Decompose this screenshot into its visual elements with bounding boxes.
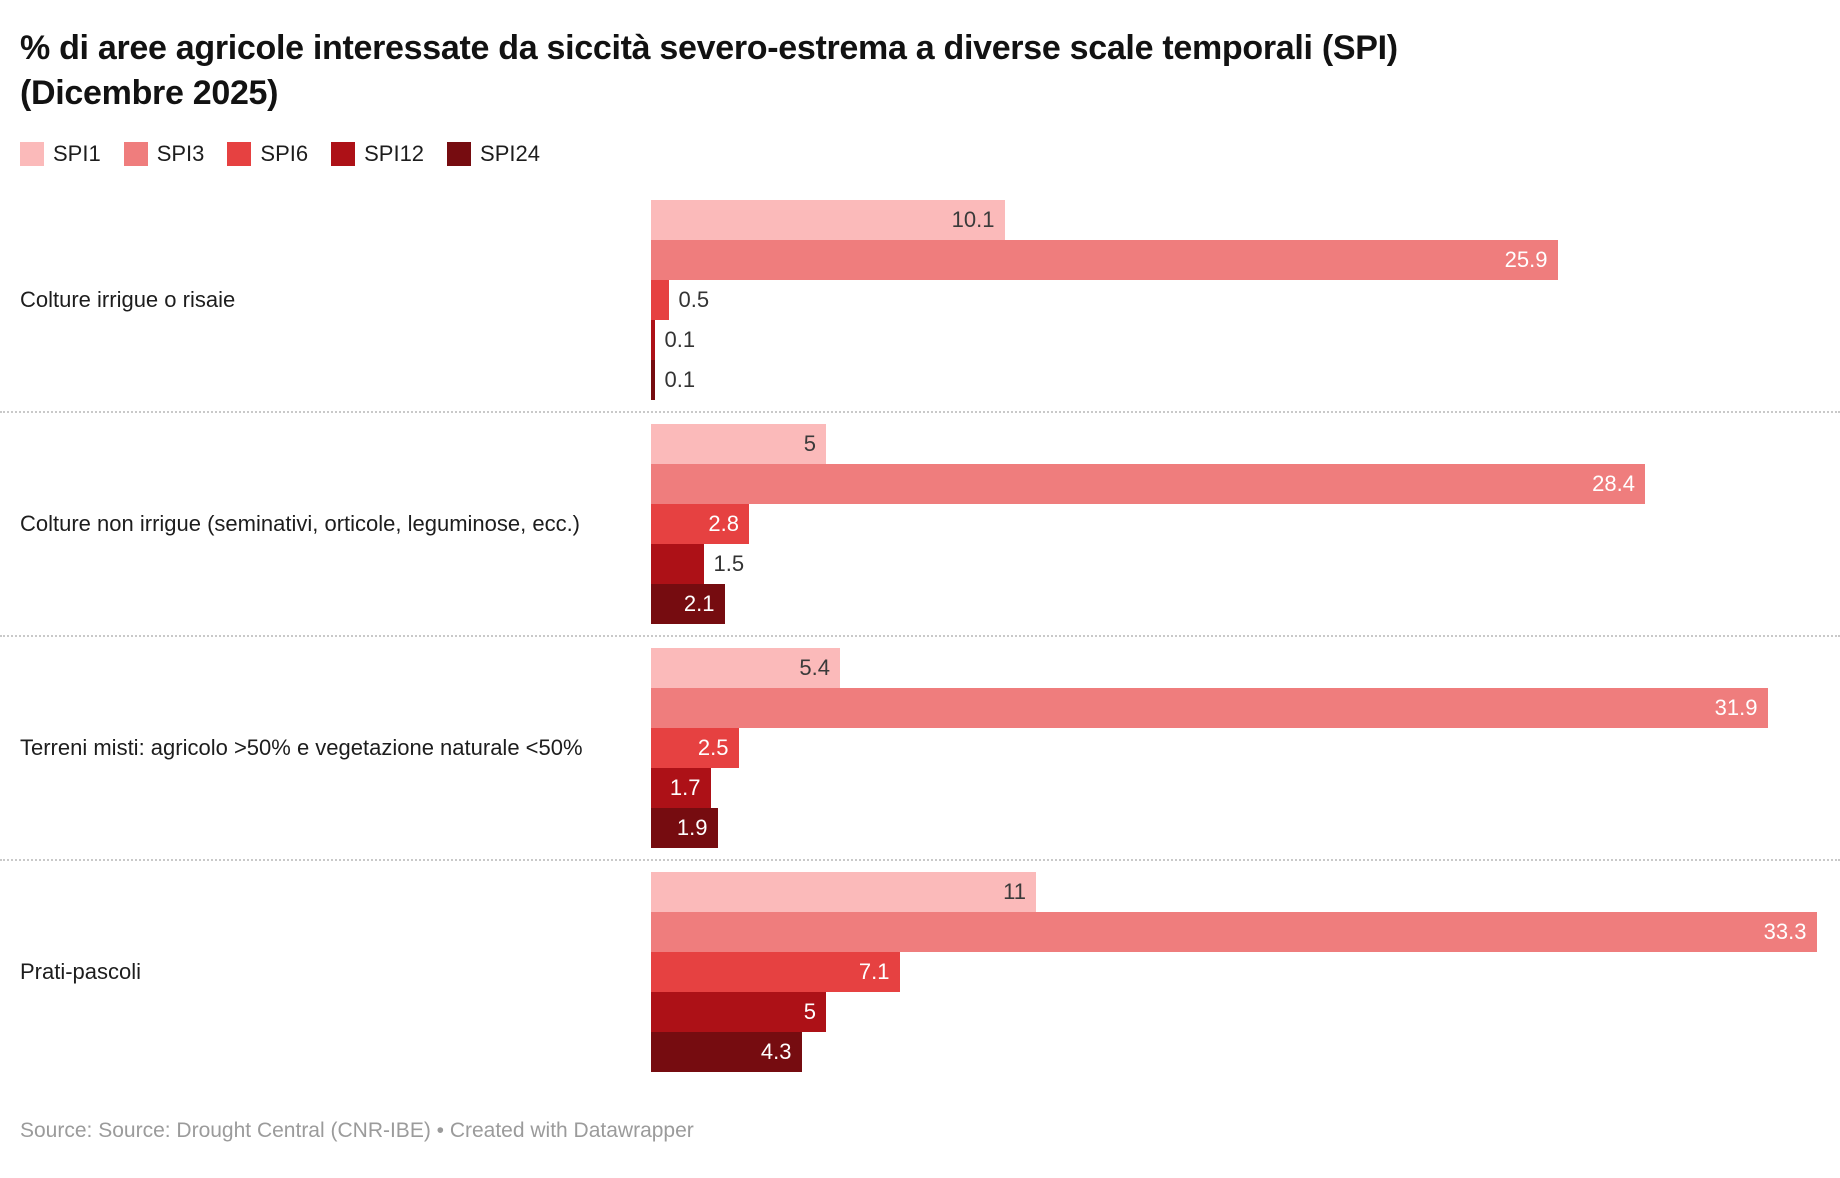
bar-spi24: 4.3 xyxy=(651,1032,802,1073)
bar-value-label: 0.5 xyxy=(678,287,710,313)
bar-spi12: 1.7 xyxy=(651,768,711,809)
bar-row: 1.7 xyxy=(651,768,1840,809)
bar-value-label: 11 xyxy=(1003,879,1026,905)
chart-title: % di aree agricole interessate da siccit… xyxy=(20,26,1820,116)
legend-item-spi3: SPI3 xyxy=(123,141,205,167)
bar-spi24: 2.1 xyxy=(651,584,725,625)
bar-row: 11 xyxy=(651,872,1840,913)
legend-label: SPI6 xyxy=(260,141,309,167)
bar-row: 5 xyxy=(651,992,1840,1033)
bar-value-label: 1.7 xyxy=(669,775,701,801)
bar-spi6: 7.1 xyxy=(651,952,900,993)
legend-swatch-spi1 xyxy=(20,142,44,167)
bar-spi1: 5.4 xyxy=(651,648,840,689)
legend-label: SPI24 xyxy=(480,141,540,167)
category-label: Prati-pascoli xyxy=(20,959,142,985)
bar-spi6: 2.5 xyxy=(651,728,739,769)
bar-spi24 xyxy=(651,360,655,401)
category-bars: 5 28.4 2.8 1.5 2.1 xyxy=(651,424,1840,625)
category-bars: 10.1 25.9 0.5 0.1 0.1 xyxy=(651,200,1840,401)
bar-row: 0.1 xyxy=(651,320,1840,361)
bar-row: 10.1 xyxy=(651,200,1840,241)
category-group: Prati-pascoli 11 33.3 7.1 5 4.3 xyxy=(0,872,1840,1073)
bar-row: 7.1 xyxy=(651,952,1840,993)
bar-spi1: 11 xyxy=(651,872,1036,913)
bar-row: 1.9 xyxy=(651,808,1840,849)
bar-value-label: 2.8 xyxy=(708,511,739,537)
category-bars: 11 33.3 7.1 5 4.3 xyxy=(651,872,1840,1073)
legend: SPI1 SPI3 SPI6 SPI12 SPI24 xyxy=(20,141,1820,167)
bar-value-label: 0.1 xyxy=(664,367,696,393)
group-divider xyxy=(0,411,1840,414)
bar-spi3: 33.3 xyxy=(651,912,1817,953)
bar-value-label: 10.1 xyxy=(951,207,995,233)
legend-swatch-spi3 xyxy=(123,142,148,167)
bar-spi6 xyxy=(651,280,669,321)
category-bars: 5.4 31.9 2.5 1.7 1.9 xyxy=(651,648,1840,849)
bar-value-label: 4.3 xyxy=(760,1039,792,1065)
bar-value-label: 5 xyxy=(803,999,816,1025)
bar-spi12 xyxy=(651,544,704,585)
category-label: Colture irrigue o risaie xyxy=(20,287,236,313)
legend-swatch-spi12 xyxy=(331,142,356,167)
category-group: Colture non irrigue (seminativi, orticol… xyxy=(0,424,1840,625)
bar-value-label: 1.9 xyxy=(676,815,708,841)
bar-value-label: 0.1 xyxy=(664,327,696,353)
legend-swatch-spi24 xyxy=(447,142,472,167)
bar-value-label: 31.9 xyxy=(1714,695,1758,721)
bar-row: 33.3 xyxy=(651,912,1840,953)
bar-row: 5.4 xyxy=(651,648,1840,689)
group-divider xyxy=(0,635,1840,638)
legend-label: SPI12 xyxy=(364,141,425,167)
bar-spi12 xyxy=(651,320,655,361)
bar-row: 0.5 xyxy=(651,280,1840,321)
category-label: Colture non irrigue (seminativi, orticol… xyxy=(20,511,581,537)
category-group: Colture irrigue o risaie 10.1 25.9 0.5 0.1 0.… xyxy=(0,200,1840,401)
bar-value-label: 2.5 xyxy=(697,735,729,761)
bar-spi1: 5 xyxy=(651,424,826,465)
bar-spi12: 5 xyxy=(651,992,826,1033)
source-note: Source: Source: Drought Central (CNR-IBE… xyxy=(20,1119,694,1143)
legend-item-spi6: SPI6 xyxy=(227,141,308,167)
chart-card: % di aree agricole interessate da siccit… xyxy=(0,26,1840,1178)
bar-spi3: 25.9 xyxy=(651,240,1558,281)
bar-value-label: 28.4 xyxy=(1592,471,1635,497)
bar-row: 25.9 xyxy=(651,240,1840,281)
bar-value-label: 7.1 xyxy=(858,959,890,985)
bar-row: 28.4 xyxy=(651,464,1840,505)
bar-value-label: 5 xyxy=(803,431,816,457)
group-divider xyxy=(0,859,1840,862)
legend-item-spi24: SPI24 xyxy=(447,141,540,167)
bar-row: 31.9 xyxy=(651,688,1840,729)
bar-spi24: 1.9 xyxy=(651,808,718,849)
category-group: Terreni misti: agricolo >50% e vegetazio… xyxy=(0,648,1840,849)
category-label: Terreni misti: agricolo >50% e vegetazio… xyxy=(20,735,583,761)
chart-title-line1: % di aree agricole interessate da siccit… xyxy=(20,29,1398,67)
bar-row: 4.3 xyxy=(651,1032,1840,1073)
legend-label: SPI3 xyxy=(156,141,205,167)
bar-value-label: 2.1 xyxy=(683,591,715,617)
bar-row: 2.5 xyxy=(651,728,1840,769)
bar-value-label: 25.9 xyxy=(1504,247,1548,273)
bar-row: 2.1 xyxy=(651,584,1840,625)
bar-row: 2.8 xyxy=(651,504,1840,545)
bar-value-label: 33.3 xyxy=(1763,919,1807,945)
bar-spi6: 2.8 xyxy=(651,504,749,545)
bar-row: 5 xyxy=(651,424,1840,465)
legend-swatch-spi6 xyxy=(227,142,252,167)
bar-value-label: 1.5 xyxy=(713,551,745,577)
legend-label: SPI1 xyxy=(53,141,101,167)
bar-spi1: 10.1 xyxy=(651,200,1005,241)
chart-title-line2: (Dicembre 2025) xyxy=(20,74,279,113)
legend-item-spi1: SPI1 xyxy=(20,141,101,167)
legend-item-spi12: SPI12 xyxy=(331,141,424,167)
bar-value-label: 5.4 xyxy=(799,655,830,681)
bar-row: 1.5 xyxy=(651,544,1840,585)
bar-row: 0.1 xyxy=(651,360,1840,401)
bar-spi3: 28.4 xyxy=(651,464,1645,505)
bar-chart: Colture irrigue o risaie 10.1 25.9 0.5 0.1 0.… xyxy=(0,200,1840,1073)
bar-spi3: 31.9 xyxy=(651,688,1768,729)
